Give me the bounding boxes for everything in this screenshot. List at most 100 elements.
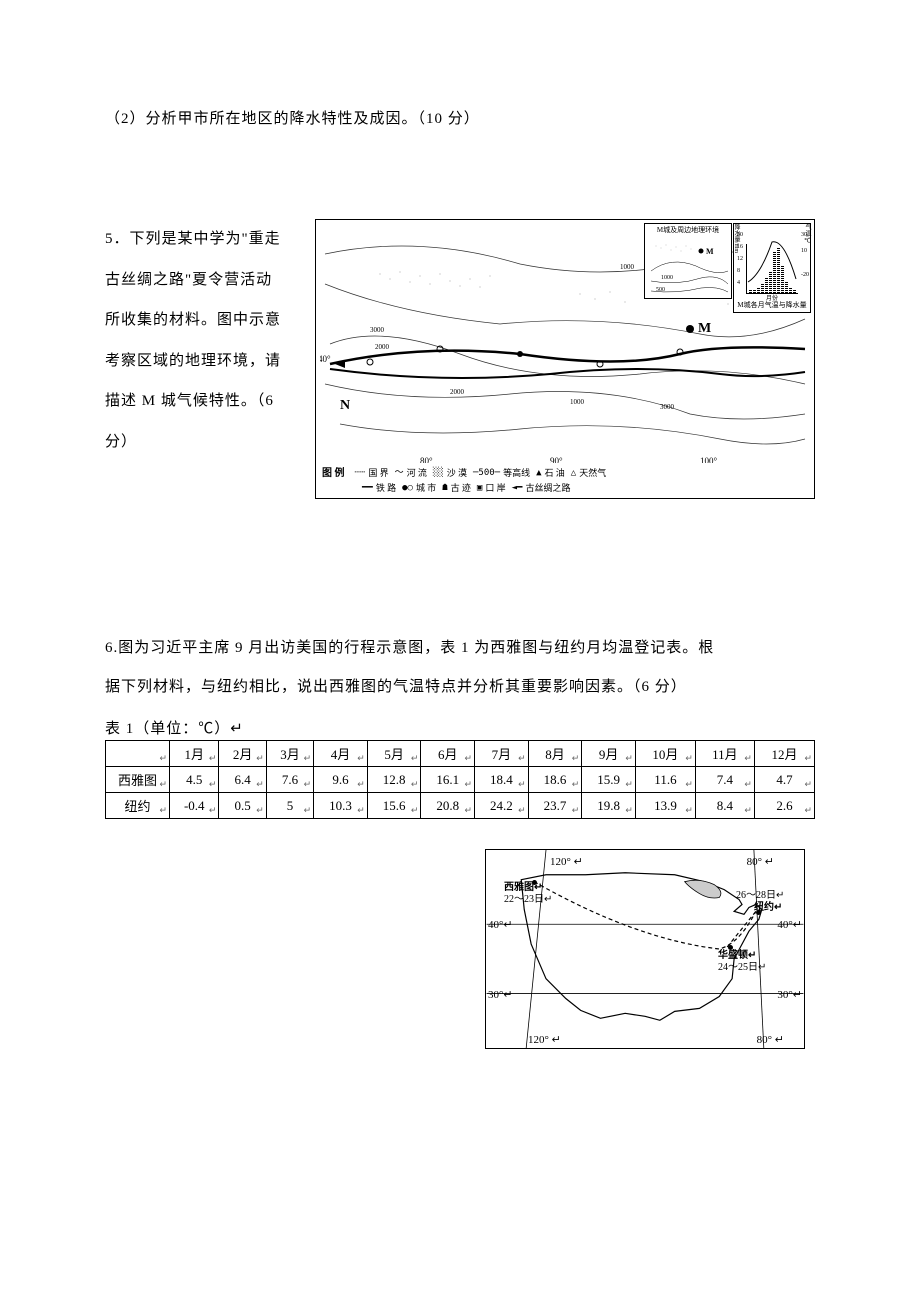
marker-n: N — [340, 398, 350, 413]
table-row: 西雅图↵4.5↵6.4↵7.6↵9.6↵12.8↵16.1↵18.4↵18.6↵… — [106, 767, 815, 793]
value-cell: 11.6↵ — [635, 767, 695, 793]
table-header-row: ↵1月↵2月↵3月↵4月↵5月↵6月↵7月↵8月↵9月↵10月↵11月↵12月↵ — [106, 741, 815, 767]
legend-item: ─500─ 等高线 — [473, 467, 530, 481]
table-header-cell: 9月↵ — [582, 741, 636, 767]
legend-item: ░░ 沙 漠 — [433, 467, 467, 481]
table-header-cell: ↵ — [106, 741, 170, 767]
newyork-name: 纽约↵ — [754, 902, 784, 914]
seattle-date: 22～23日↵ — [504, 894, 552, 906]
us-deg-40r: 40°↵ — [777, 918, 802, 931]
us-deg-30r: 30°↵ — [777, 988, 802, 1001]
legend-item: ◄━ 古丝绸之路 — [512, 482, 571, 496]
q5-line-3: 所收集的材料。图中示意 — [105, 300, 305, 341]
washington-date: 24～25日↵ — [718, 962, 766, 974]
value-cell: 15.6↵ — [367, 793, 421, 819]
value-cell: 23.7↵ — [528, 793, 582, 819]
question-2-text: （2）分析甲市所在地区的降水特性及成因。（10 分） — [105, 100, 815, 139]
value-cell: 4.5↵ — [170, 767, 219, 793]
temp-curve — [746, 234, 798, 284]
bar — [761, 284, 764, 293]
map-inset: M城及周边地理环境 M 500 1000 — [644, 223, 732, 299]
legend-item: ┄┄ 国 界 — [355, 467, 389, 481]
value-cell: 16.1↵ — [421, 767, 475, 793]
us-deg-bot-80: 80° ↵ — [757, 1033, 784, 1046]
table-header-cell: 11月↵ — [695, 741, 754, 767]
value-cell: 19.8↵ — [582, 793, 636, 819]
y1-tick-4: 4 — [737, 280, 740, 286]
svg-text:3000: 3000 — [370, 326, 385, 334]
table-header-cell: 12月↵ — [754, 741, 814, 767]
chart-caption: M城各月气温与降水量 — [734, 300, 810, 310]
value-cell: 5↵ — [266, 793, 313, 819]
us-map-container: 120° ↵ 80° ↵ 120° ↵ 80° ↵ 40°↵ 40°↵ 30°↵… — [105, 849, 815, 1049]
value-cell: 10.3↵ — [314, 793, 368, 819]
question-5-container: 5．下列是某中学为"重走 古丝绸之路"夏令营活动 所收集的材料。图中示意 考察区… — [105, 219, 815, 499]
value-cell: 13.9↵ — [635, 793, 695, 819]
q5-line-5: 描述 M 城气候特性。（6 — [105, 381, 305, 422]
y2-tick-n20: -20 — [801, 272, 809, 278]
svg-text:2000: 2000 — [450, 388, 465, 396]
table-header-cell: 10月↵ — [635, 741, 695, 767]
y1-tick-20: 20 — [737, 232, 743, 238]
city-cell: 西雅图↵ — [106, 767, 170, 793]
q6-text-line-2: 据下列材料，与纽约相比，说出西雅图的气温特点并分析其重要影响因素。（6 分） — [105, 668, 815, 707]
q5-line-6: 分） — [105, 422, 305, 463]
table-header-cell: 2月↵ — [219, 741, 266, 767]
legend-item: ━━ 铁 路 — [362, 482, 396, 496]
value-cell: 20.8↵ — [421, 793, 475, 819]
y1-tick-8: 8 — [737, 268, 740, 274]
us-deg-top-80: 80° ↵ — [747, 855, 774, 868]
newyork-label: 26～28日↵ 纽约↵ — [736, 890, 784, 914]
legend-row-2: ━━ 铁 路●○ 城 市☗ 古 迹▣ 口 岸◄━ 古丝绸之路 — [322, 481, 808, 496]
question-6-container: 6.图为习近平主席 9 月出访美国的行程示意图，表 1 为西雅图与纽约月均温登记… — [105, 629, 815, 1049]
svg-text:1000: 1000 — [570, 398, 585, 406]
temperature-table: ↵1月↵2月↵3月↵4月↵5月↵6月↵7月↵8月↵9月↵10月↵11月↵12月↵… — [105, 740, 815, 819]
city-cell: 纽约↵ — [106, 793, 170, 819]
inset-title: M城及周边地理环境 — [645, 224, 731, 236]
q6-text-line-1: 6.图为习近平主席 9 月出访美国的行程示意图，表 1 为西雅图与纽约月均温登记… — [105, 629, 815, 668]
value-cell: 12.8↵ — [367, 767, 421, 793]
marker-m: M — [698, 321, 711, 336]
table-row: 纽约↵-0.4↵0.5↵5↵10.3↵15.6↵20.8↵24.2↵23.7↵1… — [106, 793, 815, 819]
legend-item: ▣ 口 岸 — [477, 482, 506, 496]
q5-line-4: 考察区域的地理环境，请 — [105, 341, 305, 382]
svg-text:1000: 1000 — [661, 275, 673, 281]
table-body: 西雅图↵4.5↵6.4↵7.6↵9.6↵12.8↵16.1↵18.4↵18.6↵… — [106, 767, 815, 819]
value-cell: 6.4↵ — [219, 767, 266, 793]
value-cell: 2.6↵ — [754, 793, 814, 819]
value-cell: 4.7↵ — [754, 767, 814, 793]
y2-tick-30: 30 — [801, 232, 807, 238]
seattle-label: 西雅图↵ 22～23日↵ — [504, 882, 552, 906]
newyork-date: 26～28日↵ — [736, 890, 784, 902]
table-header-cell: 8月↵ — [528, 741, 582, 767]
us-deg-30l: 30°↵ — [488, 988, 513, 1001]
svg-text:1000: 1000 — [620, 263, 635, 271]
us-deg-top-120: 120° ↵ — [550, 855, 583, 868]
value-cell: -0.4↵ — [170, 793, 219, 819]
q5-line-1: 5．下列是某中学为"重走 — [105, 219, 305, 260]
table-header-cell: 1月↵ — [170, 741, 219, 767]
legend-item: ●○ 城 市 — [402, 482, 436, 496]
us-map: 120° ↵ 80° ↵ 120° ↵ 80° ↵ 40°↵ 40°↵ 30°↵… — [485, 849, 805, 1049]
map-legend: 图 例 ┄┄ 国 界～ 河 流░░ 沙 漠─500─ 等高线▲ 石 油△ 天然气… — [316, 463, 814, 499]
washington-name: 华盛顿↵ — [718, 950, 766, 962]
q5-line-2: 古丝绸之路"夏令营活动 — [105, 260, 305, 301]
question-5-text: 5．下列是某中学为"重走 古丝绸之路"夏令营活动 所收集的材料。图中示意 考察区… — [105, 219, 305, 499]
value-cell: 18.6↵ — [528, 767, 582, 793]
value-cell: 0.5↵ — [219, 793, 266, 819]
table-header-cell: 3月↵ — [266, 741, 313, 767]
table-header-cell: 5月↵ — [367, 741, 421, 767]
silk-road-map: M N 3000 2000 2000 1000 1000 3000 80° 90… — [315, 219, 815, 499]
table-caption: 表 1（单位：℃）↵ — [105, 717, 815, 738]
y1-tick-12: 12 — [737, 256, 743, 262]
legend-row-1: 图 例 ┄┄ 国 界～ 河 流░░ 沙 漠─500─ 等高线▲ 石 油△ 天然气 — [322, 466, 808, 481]
value-cell: 7.4↵ — [695, 767, 754, 793]
table-header-cell: 7月↵ — [475, 741, 529, 767]
legend-item: ▲ 石 油 — [536, 467, 565, 481]
table-header-cell: 6月↵ — [421, 741, 475, 767]
value-cell: 7.6↵ — [266, 767, 313, 793]
svg-text:2000: 2000 — [375, 343, 390, 351]
legend-title: 图 例 — [322, 466, 345, 481]
seattle-name: 西雅图↵ — [504, 882, 552, 894]
legend-item: ～ 河 流 — [395, 467, 427, 481]
